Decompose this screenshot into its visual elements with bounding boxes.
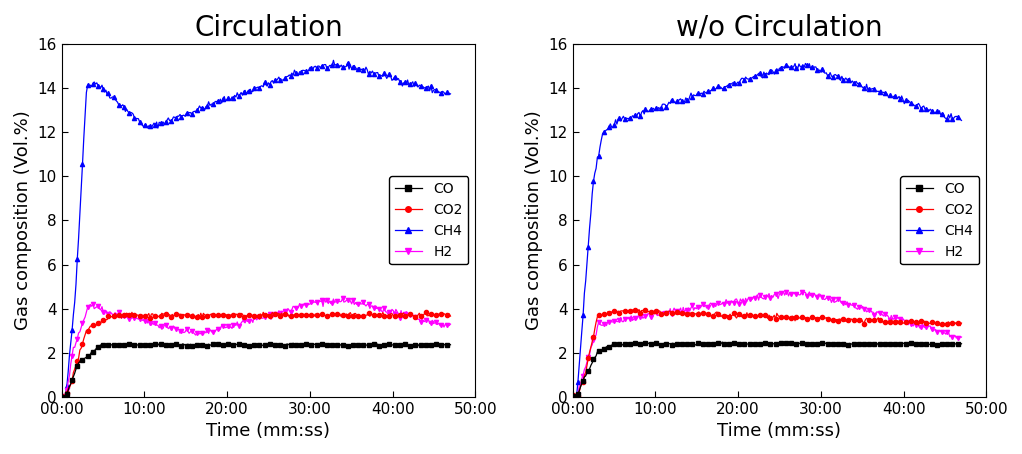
Legend: CO, CO2, CH4, H2: CO, CO2, CH4, H2: [900, 177, 979, 264]
X-axis label: Time (mm:ss): Time (mm:ss): [717, 422, 841, 440]
Legend: CO, CO2, CH4, H2: CO, CO2, CH4, H2: [389, 177, 468, 264]
Title: Circulation: Circulation: [194, 14, 342, 42]
Y-axis label: Gas composition (Vol.%): Gas composition (Vol.%): [525, 111, 543, 331]
Title: w/o Circulation: w/o Circulation: [677, 14, 883, 42]
X-axis label: Time (mm:ss): Time (mm:ss): [206, 422, 330, 440]
Y-axis label: Gas composition (Vol.%): Gas composition (Vol.%): [14, 111, 32, 331]
